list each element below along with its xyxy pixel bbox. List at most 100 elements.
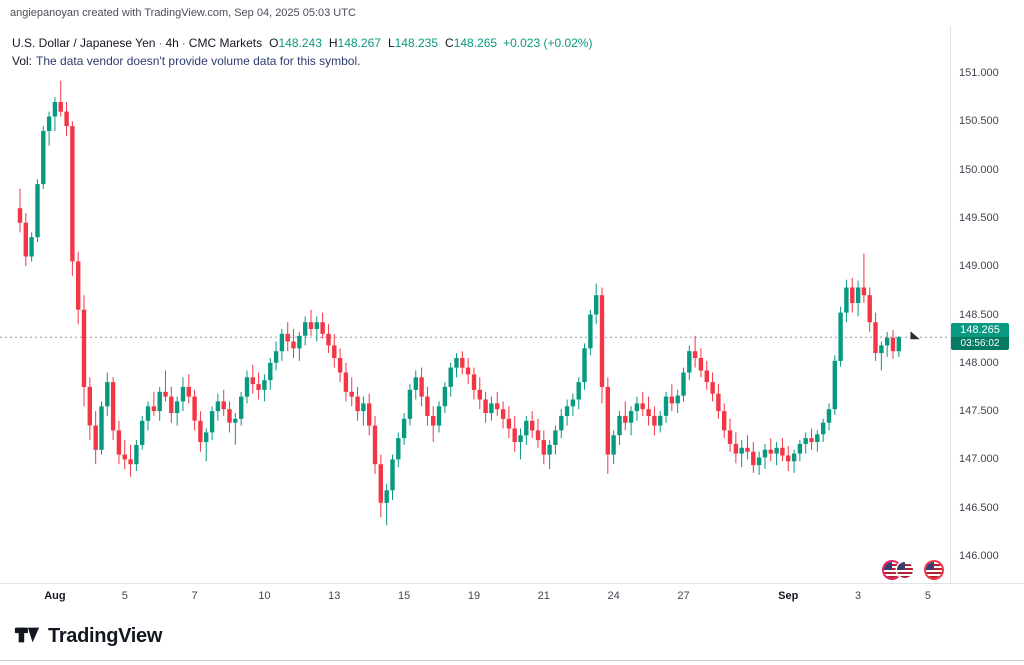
candle[interactable]: [570, 393, 576, 416]
candle[interactable]: [524, 415, 529, 445]
candle[interactable]: [413, 370, 418, 400]
candle[interactable]: [681, 367, 686, 402]
candle[interactable]: [489, 396, 494, 421]
candle[interactable]: [401, 413, 407, 445]
candle[interactable]: [41, 126, 46, 189]
candle[interactable]: [722, 403, 727, 439]
candle[interactable]: [850, 277, 855, 313]
candle[interactable]: [890, 330, 896, 359]
candle[interactable]: [768, 438, 773, 462]
candle[interactable]: [826, 403, 832, 431]
candle[interactable]: [838, 306, 843, 367]
candle[interactable]: [116, 420, 122, 465]
candle[interactable]: [774, 442, 779, 466]
candle[interactable]: [541, 430, 546, 465]
candle[interactable]: [791, 449, 797, 473]
candle[interactable]: [378, 454, 383, 518]
candle[interactable]: [896, 335, 901, 357]
candle[interactable]: [594, 283, 599, 325]
candle[interactable]: [372, 415, 378, 474]
candle[interactable]: [832, 355, 837, 415]
candle[interactable]: [454, 353, 459, 378]
candle[interactable]: [431, 406, 436, 442]
candle[interactable]: [99, 401, 104, 455]
candle[interactable]: [861, 253, 867, 303]
candle[interactable]: [553, 425, 558, 455]
candle[interactable]: [809, 428, 814, 450]
candle[interactable]: [23, 213, 28, 267]
candle[interactable]: [483, 391, 488, 423]
candle[interactable]: [844, 279, 849, 323]
candle[interactable]: [52, 97, 58, 131]
candle[interactable]: [163, 370, 168, 402]
candle[interactable]: [675, 389, 680, 413]
time-axis[interactable]: Aug 5 7 10 13 15 19 21 24 27 Sep 3 5: [0, 583, 1024, 612]
candle[interactable]: [425, 386, 430, 426]
candle[interactable]: [58, 80, 63, 117]
candle[interactable]: [215, 393, 221, 421]
candle[interactable]: [407, 384, 413, 426]
candle[interactable]: [576, 377, 581, 410]
candle[interactable]: [588, 309, 593, 356]
candle[interactable]: [268, 358, 273, 390]
candle[interactable]: [628, 406, 634, 436]
candle[interactable]: [495, 391, 500, 416]
candle[interactable]: [855, 280, 861, 317]
candle[interactable]: [465, 358, 471, 385]
candle[interactable]: [93, 411, 98, 465]
candle[interactable]: [803, 432, 808, 454]
candle[interactable]: [308, 309, 314, 336]
candle[interactable]: [640, 391, 645, 416]
candle[interactable]: [786, 445, 791, 471]
candle[interactable]: [303, 316, 308, 346]
candle[interactable]: [128, 444, 133, 477]
candle[interactable]: [530, 411, 535, 439]
candle[interactable]: [361, 396, 366, 426]
economic-event-flag-icon[interactable]: [926, 562, 942, 578]
candle[interactable]: [221, 389, 226, 416]
candle[interactable]: [87, 377, 92, 441]
candle[interactable]: [64, 102, 69, 136]
candle[interactable]: [500, 401, 506, 429]
candle[interactable]: [291, 329, 296, 358]
candle[interactable]: [617, 411, 622, 445]
candle[interactable]: [471, 367, 477, 400]
chart-region[interactable]: U.S. Dollar / Japanese Yen · 4h · CMC Market…: [0, 26, 1024, 583]
candle[interactable]: [669, 384, 674, 412]
candle[interactable]: [745, 435, 750, 460]
candle[interactable]: [174, 396, 180, 426]
candlestick-chart[interactable]: [0, 26, 950, 583]
candle[interactable]: [46, 111, 52, 146]
candle[interactable]: [332, 333, 337, 368]
current-price-badge[interactable]: 148.265 03:56:02: [951, 323, 1009, 351]
candle[interactable]: [739, 440, 744, 468]
candle[interactable]: [326, 324, 331, 354]
candle[interactable]: [151, 391, 157, 416]
candle[interactable]: [564, 399, 570, 426]
candle[interactable]: [762, 443, 768, 470]
candle[interactable]: [396, 432, 401, 468]
candle[interactable]: [355, 386, 360, 421]
candle[interactable]: [512, 415, 517, 452]
candle[interactable]: [716, 384, 721, 419]
candle[interactable]: [337, 348, 343, 383]
candle[interactable]: [105, 372, 110, 416]
candle[interactable]: [204, 428, 209, 462]
candle[interactable]: [349, 377, 354, 407]
candle[interactable]: [35, 179, 40, 243]
candle[interactable]: [233, 413, 238, 445]
symbol-title[interactable]: U.S. Dollar / Japanese Yen: [12, 36, 156, 50]
candle[interactable]: [436, 401, 442, 433]
candle[interactable]: [250, 364, 255, 394]
candle[interactable]: [17, 188, 23, 233]
candle[interactable]: [704, 360, 709, 390]
candle[interactable]: [145, 401, 151, 431]
candle[interactable]: [733, 432, 739, 464]
candle[interactable]: [209, 406, 215, 441]
candle[interactable]: [687, 345, 692, 381]
candle[interactable]: [442, 382, 448, 413]
candle[interactable]: [110, 377, 116, 441]
candle[interactable]: [477, 377, 482, 410]
candle[interactable]: [821, 418, 826, 442]
candle[interactable]: [460, 351, 465, 375]
